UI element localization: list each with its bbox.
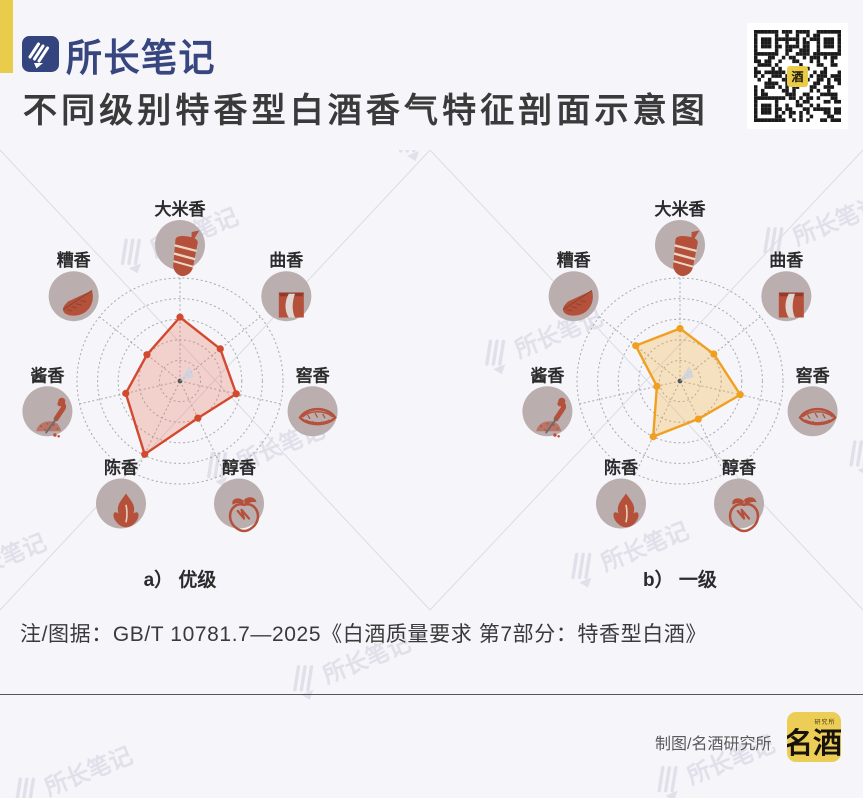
svg-text:酱香: 酱香 bbox=[30, 365, 64, 385]
svg-text:糟香: 糟香 bbox=[557, 250, 591, 270]
svg-text:醇香: 醇香 bbox=[722, 458, 756, 478]
svg-text:窖香: 窖香 bbox=[796, 365, 830, 385]
svg-text:陈香: 陈香 bbox=[104, 458, 138, 478]
svg-text:酱香: 酱香 bbox=[530, 365, 564, 385]
svg-text:大米香: 大米香 bbox=[155, 199, 206, 219]
svg-text:曲香: 曲香 bbox=[269, 251, 303, 270]
svg-text:名酒: 名酒 bbox=[787, 727, 841, 760]
svg-text:酒: 酒 bbox=[791, 70, 803, 84]
svg-text:窖香: 窖香 bbox=[296, 365, 330, 385]
svg-text:糟香: 糟香 bbox=[57, 250, 91, 270]
svg-text:陈香: 陈香 bbox=[604, 458, 638, 478]
svg-text:研究所: 研究所 bbox=[814, 718, 835, 726]
svg-text:大米香: 大米香 bbox=[655, 199, 706, 219]
svg-text:曲香: 曲香 bbox=[769, 251, 803, 270]
svg-text:醇香: 醇香 bbox=[222, 458, 256, 478]
